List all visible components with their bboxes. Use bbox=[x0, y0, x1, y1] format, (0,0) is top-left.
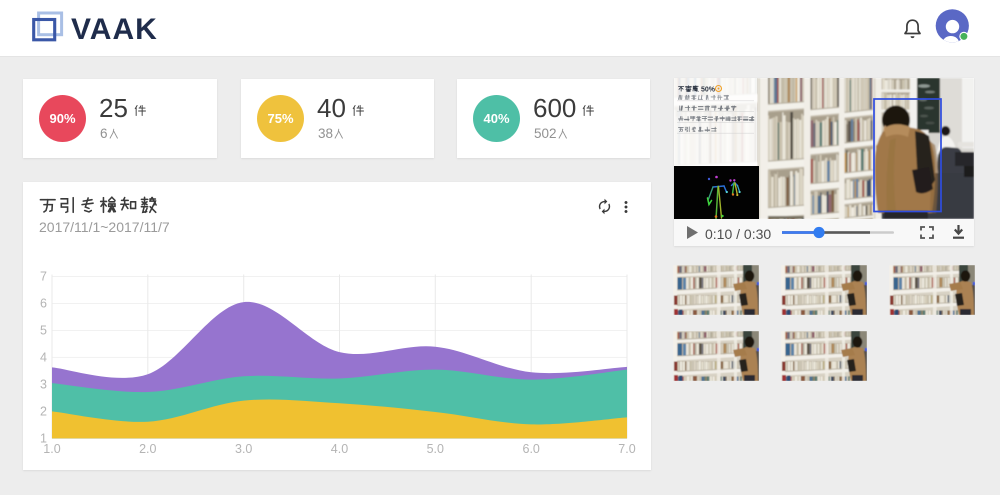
svg-text:4: 4 bbox=[40, 350, 47, 364]
svg-text:1.0: 1.0 bbox=[43, 442, 60, 456]
svg-text:3.0: 3.0 bbox=[235, 442, 252, 456]
svg-text:2: 2 bbox=[40, 404, 47, 418]
svg-text:7: 7 bbox=[40, 270, 47, 284]
svg-text:6.0: 6.0 bbox=[523, 442, 540, 456]
svg-text:3: 3 bbox=[40, 377, 47, 391]
svg-text:4.0: 4.0 bbox=[331, 442, 348, 456]
svg-text:5.0: 5.0 bbox=[427, 442, 444, 456]
svg-text:6: 6 bbox=[40, 297, 47, 311]
svg-text:7.0: 7.0 bbox=[618, 442, 635, 456]
svg-text:5: 5 bbox=[40, 324, 47, 338]
svg-text:2.0: 2.0 bbox=[139, 442, 156, 456]
svg-text:1: 1 bbox=[40, 431, 47, 445]
svg-text:50%: 50% bbox=[701, 87, 716, 94]
